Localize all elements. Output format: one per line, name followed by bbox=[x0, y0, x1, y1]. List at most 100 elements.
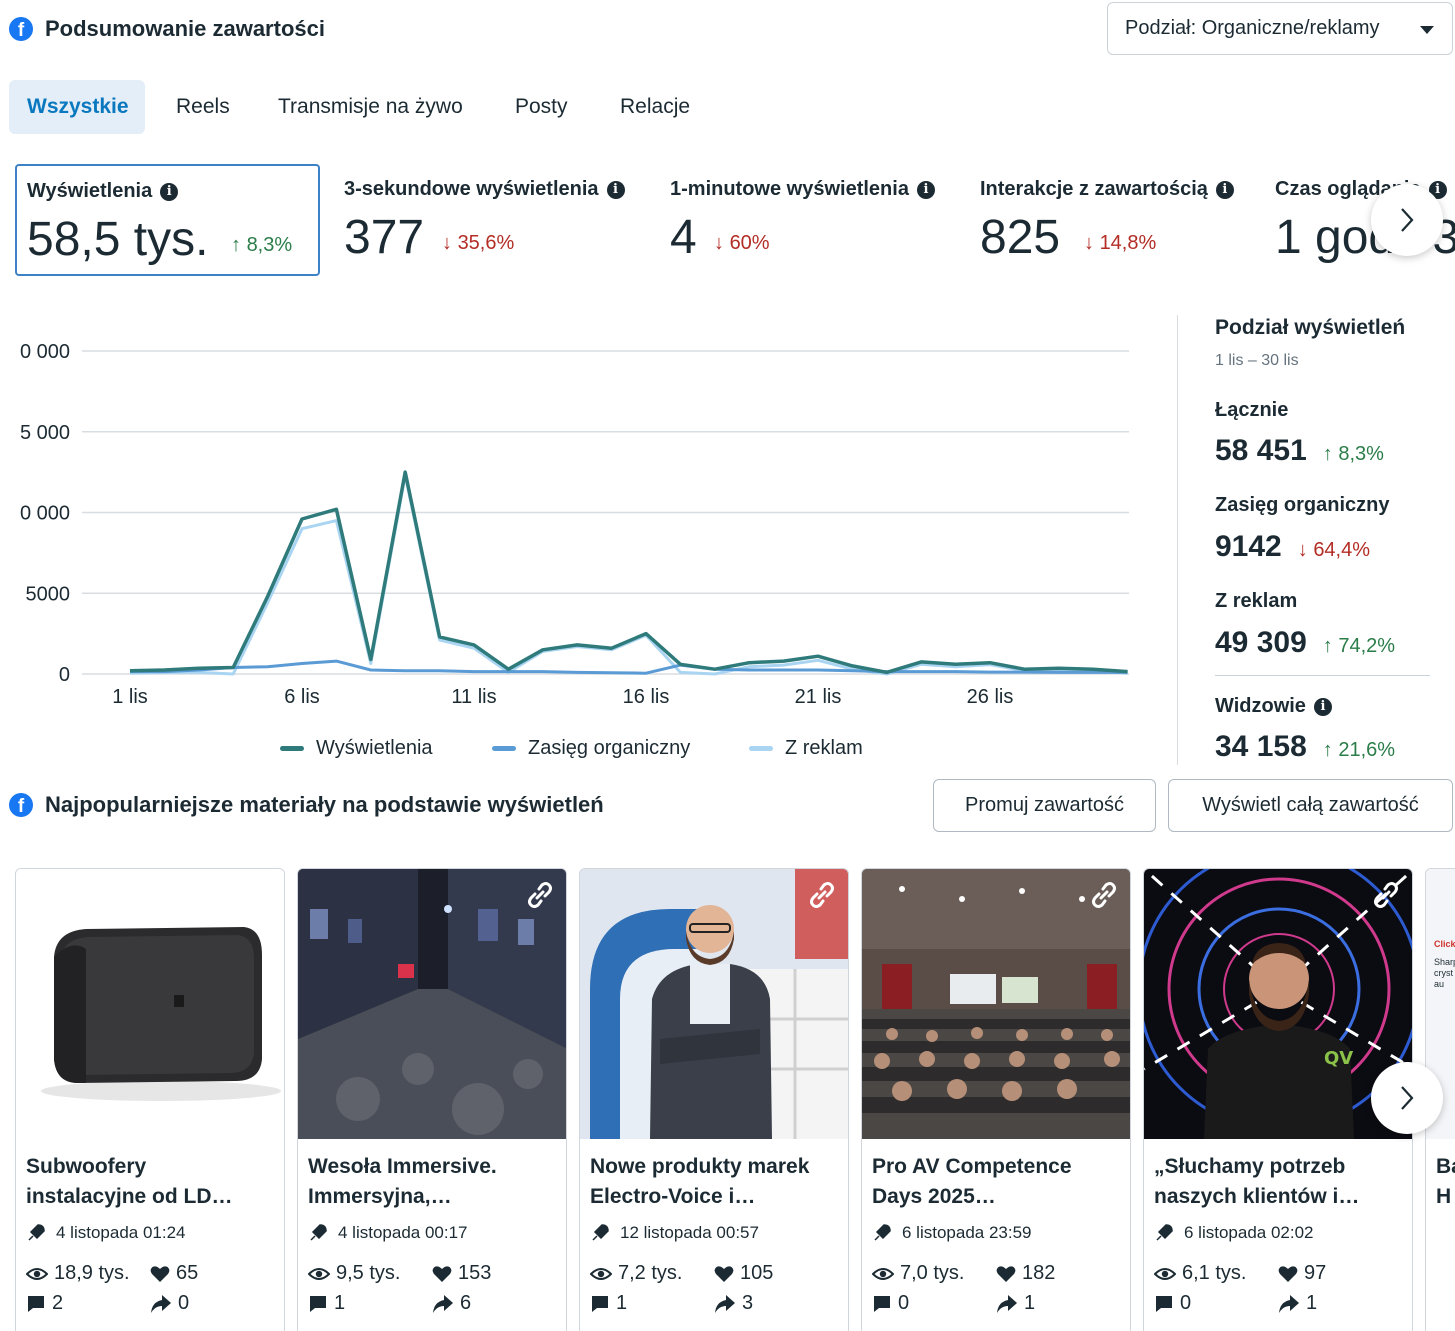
breakdown-label-viewers: Widzowie i bbox=[1215, 695, 1332, 718]
comment-icon bbox=[28, 1295, 44, 1312]
tab-all[interactable]: Wszystkie bbox=[9, 80, 145, 134]
arrow-up-icon: ↑ bbox=[1322, 739, 1333, 761]
legend-swatch bbox=[280, 746, 304, 751]
card-date: 6 listopada 23:59 bbox=[872, 1223, 1032, 1243]
facebook-icon: f bbox=[9, 17, 33, 41]
metric-label: 1-minutowe wyświetlenia bbox=[670, 178, 909, 200]
series-line-organic bbox=[130, 659, 1128, 675]
x-tick-label: 26 lis bbox=[967, 686, 1014, 708]
content-card[interactable]: Pro AV Competence Days 2025… 6 listopada … bbox=[861, 868, 1131, 1331]
share-icon bbox=[433, 1294, 453, 1313]
card-views: 7,0 tys. bbox=[872, 1262, 964, 1285]
carousel-next-button[interactable] bbox=[1371, 1062, 1443, 1134]
info-icon[interactable]: i bbox=[1313, 697, 1332, 716]
card-comments: 1 bbox=[308, 1292, 345, 1315]
content-card[interactable]: QV „Słuchamy potrzeb naszych klientów i… … bbox=[1143, 868, 1413, 1331]
dropdown-label: Podział: Organiczne/reklamy bbox=[1125, 17, 1380, 39]
caret-down-icon bbox=[1420, 26, 1434, 34]
content-card[interactable]: Subwoofery instalacyjne od LD… 4 listopad… bbox=[15, 868, 285, 1331]
info-icon[interactable]: i bbox=[916, 180, 935, 199]
card-date: 12 listopada 00:57 bbox=[590, 1223, 759, 1243]
legend-swatch bbox=[492, 746, 516, 751]
metrics-row: Wyświetlenia i 58,5 tys. ↑ 8,3% 3-sekundo… bbox=[0, 160, 1455, 285]
share-icon bbox=[997, 1294, 1017, 1313]
breakdown-delta: ↑ 21,6% bbox=[1322, 739, 1396, 761]
link-icon bbox=[1092, 882, 1116, 908]
breakdown-title: Podział wyświetleń bbox=[1215, 316, 1406, 339]
side-divider bbox=[1177, 315, 1178, 765]
tab-posts[interactable]: Posty bbox=[515, 95, 568, 118]
breakdown-label-ads: Z reklam bbox=[1215, 590, 1298, 612]
metric-delta: ↓ 35,6% bbox=[442, 232, 515, 254]
card-title: „Słuchamy potrzeb naszych klientów i… bbox=[1154, 1155, 1360, 1208]
rocket-icon bbox=[310, 1224, 327, 1241]
view-all-content-button[interactable]: Wyświetl całą zawartość bbox=[1168, 779, 1453, 832]
page-title: Podsumowanie zawartości bbox=[45, 16, 325, 41]
legend-item-ads[interactable]: Z reklam bbox=[749, 737, 863, 760]
metric-value: 4 bbox=[670, 211, 697, 264]
breakdown-value-ads: 49 309 ↑ 74,2% bbox=[1215, 626, 1396, 659]
breakdown-date-range: 1 lis – 30 lis bbox=[1215, 352, 1299, 369]
info-icon[interactable]: i bbox=[1215, 180, 1234, 199]
metric-delta: ↓ 14,8% bbox=[1084, 232, 1157, 254]
heart-icon bbox=[996, 1265, 1016, 1282]
card-comments: 1 bbox=[590, 1292, 627, 1315]
card-shares: 3 bbox=[714, 1292, 753, 1315]
card-shares: 1 bbox=[1278, 1292, 1317, 1315]
link-icon bbox=[1374, 882, 1398, 908]
top-content-carousel: Subwoofery instalacyjne od LD… 4 listopad… bbox=[0, 868, 1455, 1331]
card-title: Nowe produkty marek Electro-Voice i… bbox=[590, 1155, 810, 1208]
arrow-down-icon: ↓ bbox=[442, 232, 452, 254]
content-card[interactable]: Nowe produkty marek Electro-Voice i… 12 l… bbox=[579, 868, 849, 1331]
comment-icon bbox=[874, 1295, 890, 1312]
eye-icon bbox=[1154, 1267, 1176, 1280]
legend-item-organic[interactable]: Zasięg organiczny bbox=[492, 737, 690, 760]
metric-3s-views[interactable]: 3-sekundowe wyświetlenia i 377 ↓ 35,6% bbox=[344, 164, 644, 276]
legend-swatch bbox=[749, 746, 773, 751]
tab-stories[interactable]: Relacje bbox=[620, 95, 691, 118]
metrics-next-button[interactable] bbox=[1371, 184, 1443, 256]
card-likes: 105 bbox=[714, 1262, 773, 1285]
rocket-icon bbox=[592, 1224, 609, 1241]
arrow-up-icon: ↑ bbox=[231, 234, 241, 256]
heart-icon bbox=[714, 1265, 734, 1282]
series-line-ads bbox=[129, 473, 1128, 676]
promote-content-button[interactable]: Promuj zawartość bbox=[933, 779, 1156, 832]
eye-icon bbox=[308, 1267, 330, 1280]
share-icon bbox=[151, 1294, 171, 1313]
svg-text:QV: QV bbox=[1324, 1048, 1353, 1069]
content-thumbnail bbox=[298, 869, 566, 1139]
card-shares: 0 bbox=[150, 1292, 189, 1315]
legend-item-views[interactable]: Wyświetlenia bbox=[280, 737, 433, 760]
metric-value: 377 bbox=[344, 211, 425, 264]
card-views: 7,2 tys. bbox=[590, 1262, 682, 1285]
breakdown-dropdown[interactable]: Podział: Organiczne/reklamy bbox=[1107, 2, 1453, 55]
content-thumbnail bbox=[580, 869, 848, 1139]
info-icon[interactable]: i bbox=[606, 180, 625, 199]
y-tick-label: 0 000 bbox=[20, 341, 70, 363]
metric-views[interactable]: Wyświetlenia i 58,5 tys. ↑ 8,3% bbox=[15, 164, 320, 276]
metric-interactions[interactable]: Interakcje z zawartością i 825 ↓ 14,8% bbox=[980, 164, 1260, 276]
x-tick-label: 11 lis bbox=[451, 686, 496, 708]
tab-reels[interactable]: Reels bbox=[176, 95, 230, 118]
rocket-icon bbox=[874, 1224, 891, 1241]
metric-value: 58,5 tys. bbox=[27, 213, 209, 266]
share-icon bbox=[715, 1294, 735, 1313]
eye-icon bbox=[26, 1267, 48, 1280]
rocket-icon bbox=[1156, 1224, 1173, 1241]
info-icon[interactable]: i bbox=[160, 182, 179, 201]
tab-live[interactable]: Transmisje na żywo bbox=[278, 95, 463, 118]
link-icon bbox=[810, 882, 834, 908]
views-line-chart: 0 000 5 000 0 000 5000 0 1 lis 6 lis 11 lis 16 l… bbox=[20, 341, 1129, 708]
card-date: 4 listopada 00:17 bbox=[308, 1223, 468, 1243]
heart-icon bbox=[1278, 1265, 1298, 1282]
info-icon[interactable]: i bbox=[1428, 180, 1447, 199]
metric-1min-views[interactable]: 1-minutowe wyświetlenia i 4 ↓ 60% bbox=[670, 164, 960, 276]
card-views: 6,1 tys. bbox=[1154, 1262, 1246, 1285]
content-thumbnail bbox=[862, 869, 1130, 1139]
content-card[interactable]: Wesoła Immersive. Immersyjna,… 4 listopad… bbox=[297, 868, 567, 1331]
heart-icon bbox=[150, 1265, 170, 1282]
metric-delta: ↑ 8,3% bbox=[231, 234, 293, 256]
comment-icon bbox=[1156, 1295, 1172, 1312]
breakdown-value-total: 58 451 ↑ 8,3% bbox=[1215, 434, 1384, 467]
